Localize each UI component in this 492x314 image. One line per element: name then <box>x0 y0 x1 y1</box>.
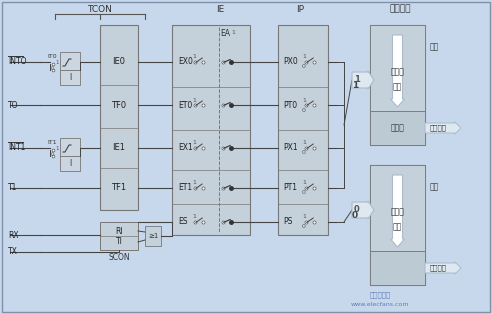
Text: 0: 0 <box>354 205 360 214</box>
Text: 1: 1 <box>55 61 59 66</box>
Text: 0: 0 <box>302 225 306 230</box>
Text: 0: 0 <box>302 191 306 196</box>
Text: 1: 1 <box>231 30 235 35</box>
Bar <box>370 25 425 111</box>
Text: IT0: IT0 <box>47 55 57 59</box>
Text: I: I <box>69 73 71 83</box>
Bar <box>370 25 425 145</box>
Text: 中断源: 中断源 <box>391 123 404 133</box>
Bar <box>100 222 138 250</box>
Bar <box>370 251 425 285</box>
Text: INT1: INT1 <box>8 143 26 153</box>
Text: TO: TO <box>8 100 19 110</box>
Text: 1: 1 <box>192 140 196 145</box>
Text: PX0: PX0 <box>283 57 298 67</box>
Text: TX: TX <box>8 247 18 257</box>
Bar <box>60 156 80 171</box>
Text: 中断入口: 中断入口 <box>430 125 447 131</box>
Text: TF1: TF1 <box>111 183 126 192</box>
Text: 0: 0 <box>352 210 358 219</box>
Text: www.elecfans.com: www.elecfans.com <box>351 302 409 307</box>
Text: 0: 0 <box>302 64 306 69</box>
Text: 1: 1 <box>354 75 360 84</box>
Text: 0: 0 <box>302 150 306 155</box>
Text: EA: EA <box>220 29 230 37</box>
Text: 先级: 先级 <box>393 222 402 231</box>
Text: IE0: IE0 <box>113 57 125 67</box>
FancyArrow shape <box>425 122 461 134</box>
Text: IP: IP <box>296 4 304 14</box>
Text: RI: RI <box>115 226 123 236</box>
Text: 电子发烧友: 电子发烧友 <box>369 292 391 298</box>
Text: I: I <box>69 160 71 169</box>
FancyArrow shape <box>352 71 374 89</box>
Text: ES: ES <box>178 218 187 226</box>
Text: 1: 1 <box>302 140 306 145</box>
Text: 1: 1 <box>192 55 196 59</box>
Text: 1: 1 <box>192 181 196 186</box>
Text: 1: 1 <box>192 214 196 219</box>
Text: PT0: PT0 <box>283 100 297 110</box>
FancyArrow shape <box>425 262 461 274</box>
Text: 0: 0 <box>50 153 54 158</box>
Text: 自然优: 自然优 <box>391 68 404 77</box>
Bar <box>370 165 425 251</box>
Text: RX: RX <box>8 230 19 240</box>
Text: EX1: EX1 <box>178 143 193 153</box>
Text: 0: 0 <box>302 107 306 112</box>
Text: 1: 1 <box>302 55 306 59</box>
Text: TI: TI <box>116 237 123 246</box>
Text: ≥1: ≥1 <box>148 233 158 239</box>
Text: 1: 1 <box>55 147 59 151</box>
Text: T1: T1 <box>8 183 17 192</box>
Text: 1: 1 <box>192 98 196 102</box>
Text: SCON: SCON <box>108 253 130 263</box>
FancyArrow shape <box>352 201 374 219</box>
Text: ET0: ET0 <box>178 100 192 110</box>
FancyArrow shape <box>391 35 404 107</box>
Text: 低级: 低级 <box>430 182 439 191</box>
Text: 1: 1 <box>302 181 306 186</box>
Text: 1: 1 <box>302 214 306 219</box>
Text: 1: 1 <box>302 98 306 102</box>
Text: 先级: 先级 <box>393 82 402 91</box>
Bar <box>370 165 425 285</box>
Text: 高级: 高级 <box>430 42 439 51</box>
Text: 0: 0 <box>50 67 54 72</box>
Bar <box>100 25 138 210</box>
Bar <box>145 226 161 246</box>
Text: PT1: PT1 <box>283 183 297 192</box>
Text: IE1: IE1 <box>113 143 125 153</box>
Text: IE: IE <box>216 4 224 14</box>
Text: TF0: TF0 <box>111 100 126 110</box>
Text: INTO: INTO <box>8 57 27 67</box>
Text: PS: PS <box>283 218 292 226</box>
Text: 1: 1 <box>352 80 358 89</box>
Text: IT1: IT1 <box>47 140 57 145</box>
Bar <box>172 25 250 235</box>
Bar <box>370 111 425 145</box>
Bar <box>60 52 80 70</box>
Text: 硬件查询: 硬件查询 <box>389 4 411 14</box>
Text: 中断入口: 中断入口 <box>430 265 447 271</box>
Text: ET1: ET1 <box>178 183 192 192</box>
Bar <box>60 138 80 156</box>
Text: TCON: TCON <box>88 4 113 14</box>
FancyArrow shape <box>391 175 404 247</box>
Text: PX1: PX1 <box>283 143 298 153</box>
Bar <box>278 25 328 235</box>
Bar <box>60 70 80 85</box>
Text: EX0: EX0 <box>178 57 193 67</box>
Text: 自然优: 自然优 <box>391 208 404 217</box>
